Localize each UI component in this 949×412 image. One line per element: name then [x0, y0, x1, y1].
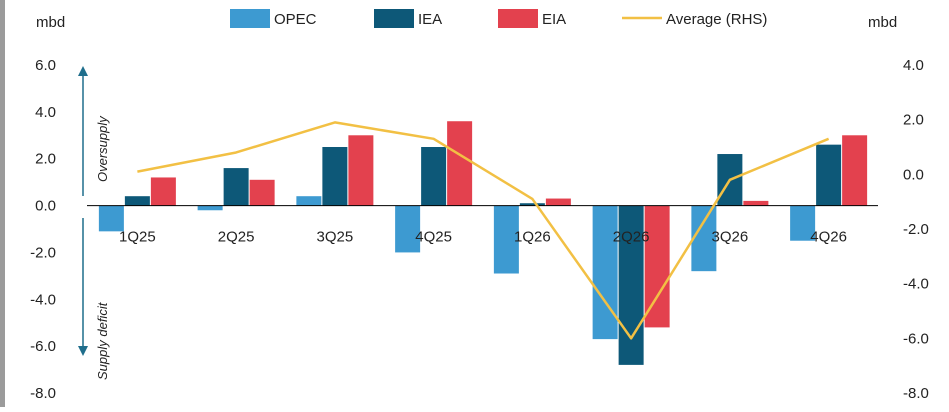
left-border-strip	[0, 0, 5, 407]
bar-opec-2q25	[197, 205, 223, 211]
left-axis-ticks: 6.0 4.0 2.0 0.0 -2.0 -4.0 -6.0 -8.0	[30, 57, 56, 402]
right-axis-ticks: 4.0 2.0 0.0 -2.0 -4.0 -6.0 -8.0	[903, 57, 929, 402]
deficit-arrowhead	[78, 346, 88, 356]
left-tick-label: 2.0	[35, 151, 56, 168]
left-axis-unit: mbd	[36, 14, 65, 31]
legend-swatch-eia	[498, 9, 538, 28]
right-tick-label: 0.0	[903, 166, 924, 183]
bar-iea-1q26	[519, 203, 545, 206]
right-tick-label: -6.0	[903, 330, 929, 347]
bar-eia-4q25	[447, 121, 473, 206]
right-tick-label: -2.0	[903, 221, 929, 238]
bar-opec-2q26	[592, 205, 618, 340]
bar-iea-3q25	[322, 147, 348, 206]
bar-opec-3q26	[691, 205, 717, 272]
left-tick-label: -2.0	[30, 244, 56, 261]
category-label: 1Q25	[119, 229, 156, 246]
left-tick-label: 6.0	[35, 57, 56, 74]
bar-eia-4q26	[842, 135, 868, 206]
oversupply-annotation: Oversupply	[95, 115, 110, 182]
category-label: 3Q25	[317, 229, 354, 246]
bar-opec-1q26	[493, 205, 519, 274]
left-tick-label: 4.0	[35, 104, 56, 121]
bar-eia-3q25	[348, 135, 374, 206]
legend: OPEC IEA EIA Average (RHS)	[230, 9, 767, 28]
right-tick-label: -4.0	[903, 276, 929, 293]
bar-iea-1q25	[124, 196, 150, 206]
right-tick-label: 2.0	[903, 112, 924, 129]
bar-iea-4q25	[421, 147, 447, 206]
category-labels: 1Q25 2Q25 3Q25 4Q25 1Q26 2Q26 3Q26 4Q26	[119, 229, 847, 246]
bar-eia-2q26	[644, 205, 670, 328]
bar-iea-2q25	[223, 168, 249, 206]
supply-deficit-annotation: Supply deficit	[95, 301, 110, 380]
right-tick-label: -8.0	[903, 385, 929, 402]
legend-label: OPEC	[274, 11, 317, 28]
legend-swatch-iea	[374, 9, 414, 28]
legend-label: IEA	[418, 11, 442, 28]
bar-opec-3q25	[296, 196, 322, 206]
category-label: 2Q25	[218, 229, 255, 246]
bar-eia-3q26	[743, 200, 769, 206]
legend-swatch-opec	[230, 9, 270, 28]
bar-opec-4q26	[790, 205, 816, 241]
category-label: 3Q26	[712, 229, 749, 246]
category-label: 1Q26	[514, 229, 551, 246]
bar-eia-1q26	[545, 198, 571, 206]
bar-opec-4q25	[395, 205, 421, 253]
left-tick-label: -4.0	[30, 291, 56, 308]
bar-eia-2q25	[249, 179, 275, 206]
right-tick-label: 4.0	[903, 57, 924, 74]
bar-eia-1q25	[150, 177, 176, 206]
right-axis-unit: mbd	[868, 14, 897, 31]
left-tick-label: -8.0	[30, 385, 56, 402]
bar-iea-4q26	[816, 144, 842, 206]
legend-label: Average (RHS)	[666, 11, 767, 28]
bars-group	[98, 121, 868, 365]
bar-opec-1q25	[98, 205, 124, 232]
left-tick-label: 0.0	[35, 198, 56, 215]
category-label: 4Q25	[415, 229, 452, 246]
category-label: 4Q26	[810, 229, 847, 246]
left-tick-label: -6.0	[30, 338, 56, 355]
oversupply-arrowhead	[78, 66, 88, 76]
average-line	[137, 121, 830, 340]
legend-label: EIA	[542, 11, 566, 28]
direction-arrows	[78, 66, 88, 356]
category-label: 2Q26	[613, 229, 650, 246]
